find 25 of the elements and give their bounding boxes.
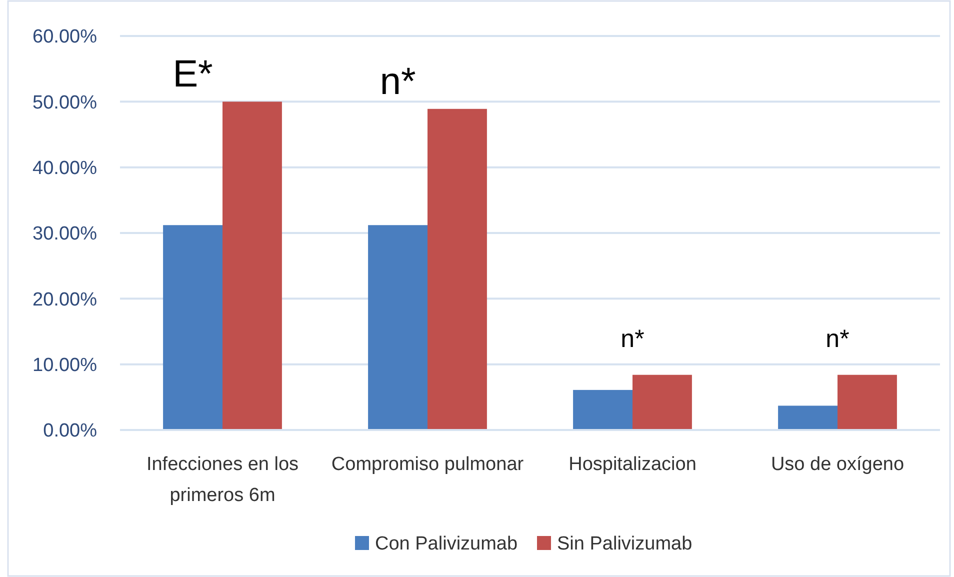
x-tick-label: Infecciones en los primeros 6m — [146, 454, 299, 506]
y-tick-label: 30.00% — [32, 224, 98, 245]
legend-label: Sin Palivizumab — [557, 534, 692, 555]
x-tick-label: Uso de oxígeno — [770, 454, 904, 475]
y-tick-label: 10.00% — [32, 354, 98, 376]
annotation: n* — [380, 60, 416, 103]
bar — [838, 374, 897, 430]
y-tick-label: 60.00% — [32, 26, 98, 48]
annotation: n* — [826, 324, 850, 353]
legend-label: Con Palivizumab — [375, 534, 518, 555]
bar — [163, 225, 222, 430]
y-tick-label: 40.00% — [32, 158, 98, 179]
y-tick-label: 50.00% — [32, 92, 98, 114]
bar — [222, 102, 282, 430]
x-tick-label: Hospitalizacion — [568, 454, 696, 475]
x-tick-label: Compromiso pulmonar — [331, 454, 524, 475]
bar — [778, 406, 838, 430]
bar — [573, 390, 632, 430]
annotation: n* — [620, 324, 645, 353]
bar — [368, 225, 428, 430]
annotation: E* — [172, 54, 214, 96]
y-tick-label: 0.00% — [43, 420, 98, 442]
y-tick-label: 20.00% — [32, 289, 98, 310]
bar — [428, 108, 487, 430]
bar — [632, 374, 692, 430]
